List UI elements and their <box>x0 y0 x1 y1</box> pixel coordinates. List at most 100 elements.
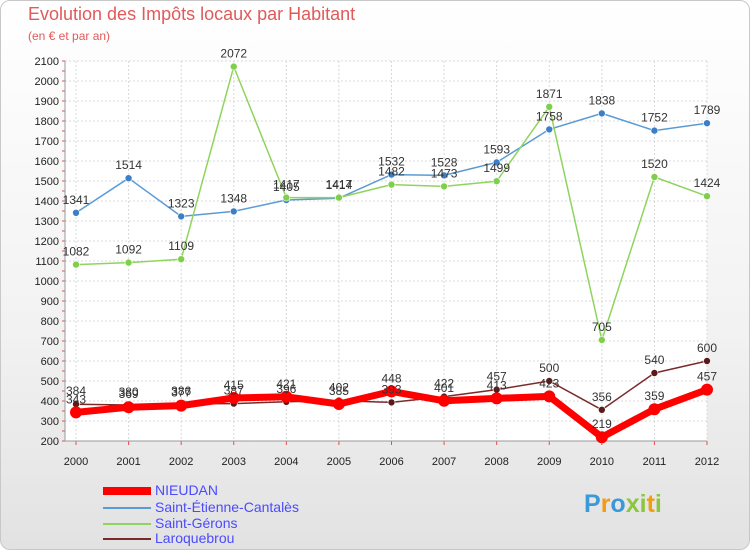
chart-subtitle: (en € et par an) <box>28 29 111 43</box>
x-tick-label: 2004 <box>274 456 298 468</box>
data-label-saint-gerons: 1871 <box>536 87 563 101</box>
data-point-saint-etienne-cantales <box>545 125 554 134</box>
data-label-laroquebrou: 422 <box>434 377 454 391</box>
data-label-saint-etienne-cantales: 1405 <box>273 180 300 194</box>
data-point-saint-gerons <box>282 193 291 202</box>
y-tick-label: 1300 <box>35 216 59 228</box>
data-label-saint-etienne-cantales: 1758 <box>536 109 563 123</box>
data-label-saint-etienne-cantales: 1752 <box>641 111 668 125</box>
data-label-nieudan: 219 <box>592 417 612 431</box>
data-point-saint-etienne-cantales <box>72 209 80 217</box>
data-point-nieudan <box>280 390 293 403</box>
y-tick-label: 1400 <box>35 196 59 208</box>
x-tick-label: 2007 <box>432 456 456 468</box>
y-tick-label: 900 <box>41 296 59 308</box>
plot-area <box>65 61 707 441</box>
data-point-saint-gerons <box>598 336 606 344</box>
data-label-laroquebrou: 540 <box>644 353 664 367</box>
data-label-nieudan: 343 <box>66 392 86 406</box>
data-point-saint-gerons <box>72 260 80 269</box>
y-tick-label: 1900 <box>35 96 59 108</box>
y-tick-label: 300 <box>41 416 59 428</box>
y-tick-label: 800 <box>41 316 59 328</box>
data-label-nieudan: 369 <box>119 387 139 401</box>
y-tick-label: 700 <box>41 336 59 348</box>
data-point-laroquebrou <box>650 369 659 377</box>
data-label-saint-etienne-cantales: 1514 <box>115 158 142 172</box>
data-point-saint-etienne-cantales <box>650 126 659 135</box>
data-label-saint-etienne-cantales: 1532 <box>378 155 405 169</box>
chart-title: Evolution des Impôts locaux par Habitant <box>28 4 356 24</box>
legend-label-saint-etienne-cantales: Saint-Étienne-Cantalès <box>155 499 299 515</box>
data-label-laroquebrou: 457 <box>487 370 507 384</box>
data-point-nieudan <box>438 394 451 407</box>
y-tick-label: 1800 <box>35 116 59 128</box>
data-label-saint-gerons: 1499 <box>483 161 510 175</box>
proxiti-logo: Proxiti <box>584 490 662 518</box>
data-label-saint-gerons: 1417 <box>326 178 353 192</box>
data-label-saint-gerons: 1473 <box>431 166 458 180</box>
data-label-laroquebrou: 386 <box>171 384 191 398</box>
data-point-nieudan <box>227 392 240 404</box>
data-point-saint-gerons <box>387 180 396 189</box>
data-label-saint-etienne-cantales: 1789 <box>694 103 721 117</box>
data-label-saint-etienne-cantales: 1414 <box>326 178 353 192</box>
data-point-laroquebrou <box>387 398 396 407</box>
data-point-saint-gerons <box>650 173 659 181</box>
data-point-saint-etienne-cantales <box>440 171 448 180</box>
data-point-nieudan <box>701 383 713 396</box>
data-label-nieudan: 413 <box>487 378 507 392</box>
data-label-nieudan: 457 <box>697 370 717 384</box>
x-tick-label: 2011 <box>643 456 667 468</box>
data-point-saint-gerons <box>703 192 711 200</box>
x-tick-label: 2001 <box>116 456 140 468</box>
y-tick-label: 2000 <box>35 76 59 88</box>
x-tick-label: 2000 <box>64 456 88 468</box>
x-tick-label: 2005 <box>327 456 351 468</box>
data-label-saint-etienne-cantales: 1323 <box>168 196 195 210</box>
data-point-nieudan <box>648 403 661 416</box>
x-tick-label: 2002 <box>169 456 193 468</box>
data-point-nieudan <box>490 392 503 405</box>
data-label-nieudan: 377 <box>171 386 191 400</box>
data-label-laroquebrou: 356 <box>592 390 612 404</box>
legend-label-saint-gerons: Saint-Gérons <box>155 515 237 531</box>
y-tick-label: 1600 <box>35 156 59 168</box>
data-point-laroquebrou <box>598 405 606 414</box>
data-label-laroquebrou: 384 <box>66 384 86 398</box>
y-tick-label: 200 <box>41 436 59 448</box>
y-tick-label: 500 <box>41 376 59 388</box>
data-label-laroquebrou: 393 <box>381 382 401 396</box>
data-point-saint-etienne-cantales <box>124 174 133 182</box>
data-label-saint-gerons: 1424 <box>694 176 721 190</box>
y-tick-label: 400 <box>41 396 59 408</box>
data-label-laroquebrou: 402 <box>329 381 349 395</box>
data-point-saint-etienne-cantales <box>177 212 185 221</box>
data-point-saint-gerons <box>440 182 448 191</box>
data-label-saint-gerons: 1082 <box>63 245 90 259</box>
x-tick-label: 2010 <box>590 456 614 468</box>
data-label-saint-gerons: 705 <box>592 320 612 334</box>
data-label-saint-etienne-cantales: 1593 <box>483 142 510 156</box>
data-point-laroquebrou <box>545 377 554 385</box>
data-label-saint-gerons: 1092 <box>115 243 142 257</box>
data-point-nieudan <box>122 401 135 414</box>
data-label-laroquebrou: 380 <box>119 385 139 399</box>
data-label-laroquebrou: 396 <box>276 382 296 396</box>
data-point-saint-gerons <box>492 177 501 185</box>
y-tick-label: 1000 <box>35 276 59 288</box>
data-point-saint-etienne-cantales <box>598 109 606 118</box>
data-point-nieudan <box>595 431 608 444</box>
data-label-saint-gerons: 2072 <box>220 47 247 61</box>
data-label-nieudan: 359 <box>644 389 664 403</box>
data-point-saint-gerons <box>229 62 238 71</box>
data-point-saint-etienne-cantales <box>229 207 238 216</box>
data-label-nieudan: 423 <box>539 376 559 390</box>
data-point-saint-etienne-cantales <box>492 158 501 167</box>
data-label-nieudan: 385 <box>329 384 349 398</box>
data-label-saint-etienne-cantales: 1528 <box>431 155 458 169</box>
data-point-nieudan <box>70 406 82 419</box>
data-label-saint-gerons: 1417 <box>273 178 300 192</box>
data-point-nieudan <box>385 385 398 398</box>
